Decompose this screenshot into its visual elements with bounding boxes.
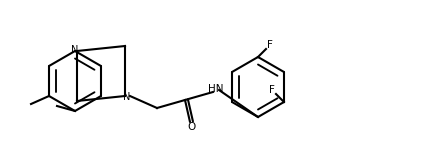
Text: O: O xyxy=(188,122,196,132)
Text: HN: HN xyxy=(208,84,224,94)
Text: N: N xyxy=(71,45,79,55)
Text: F: F xyxy=(267,40,273,50)
Text: N: N xyxy=(123,92,131,102)
Text: F: F xyxy=(269,85,275,95)
